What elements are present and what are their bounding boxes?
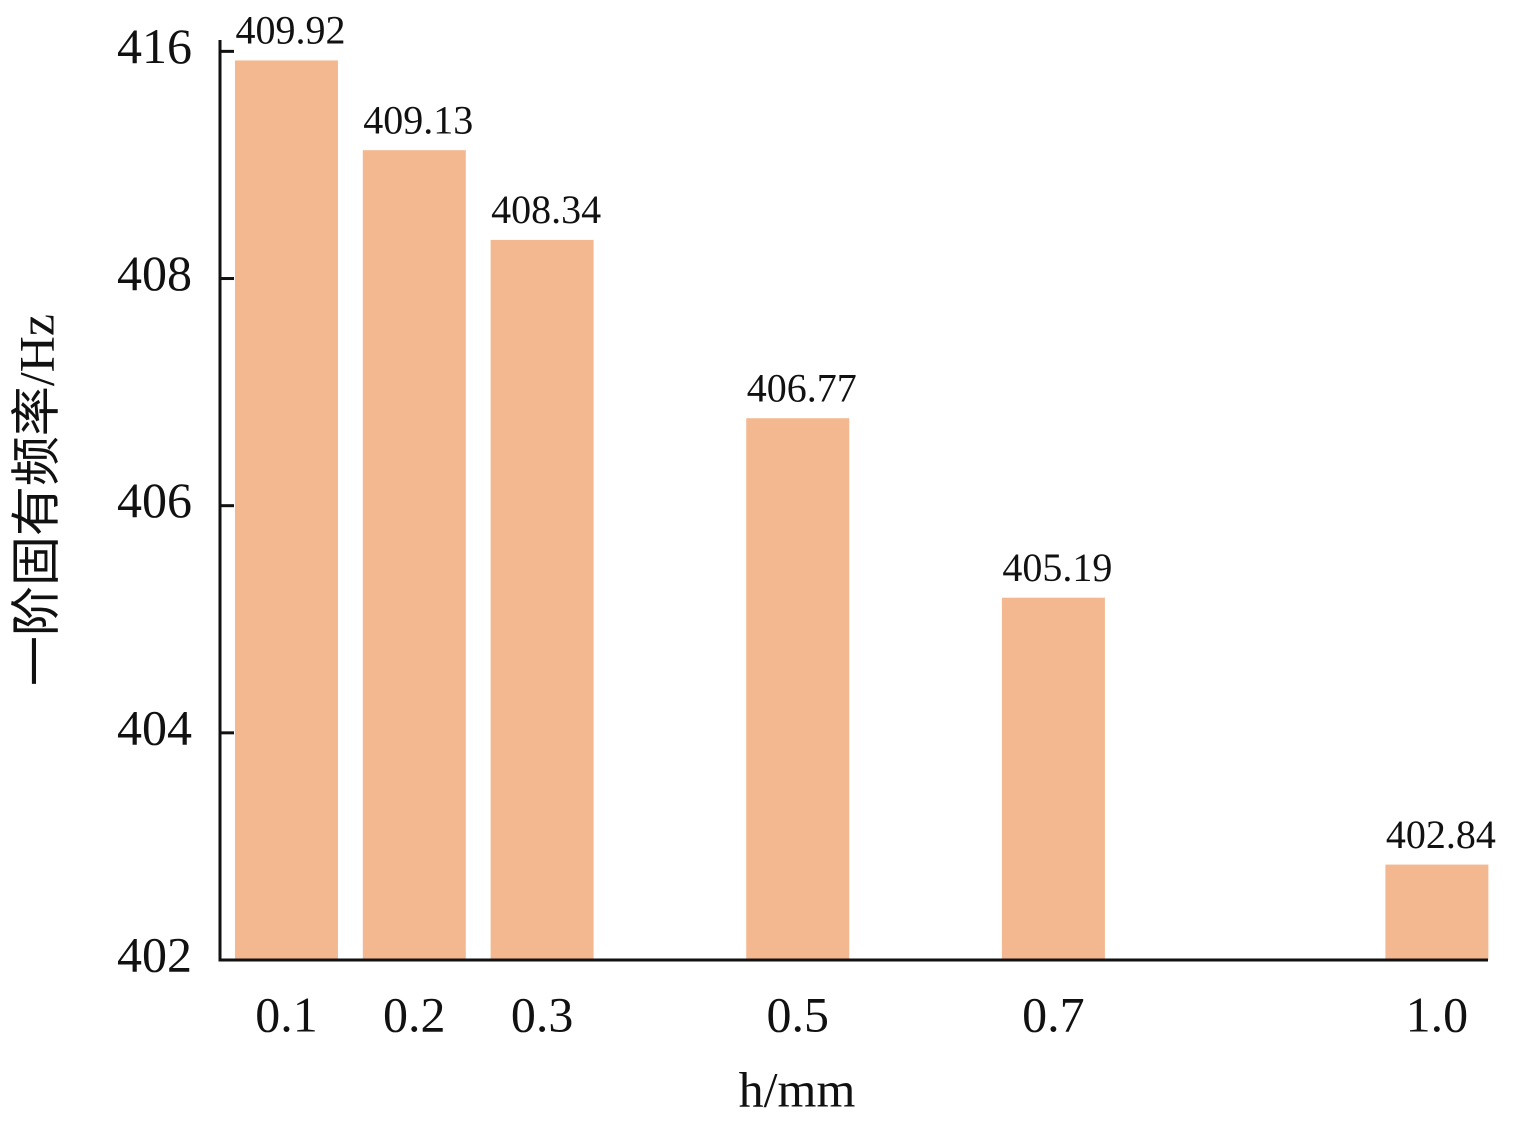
bar (234, 60, 338, 960)
data-label: 405.19 (1002, 545, 1112, 590)
y-tick-label: 408 (117, 245, 192, 301)
data-label: 408.34 (491, 187, 601, 232)
bar (1385, 864, 1489, 960)
x-tick-label: 0.2 (383, 986, 446, 1042)
data-label: 406.77 (747, 365, 857, 410)
y-tick-label: 406 (117, 472, 192, 528)
x-tick-label: 0.5 (767, 986, 830, 1042)
y-tick-label: 404 (117, 699, 192, 755)
data-label: 409.13 (363, 97, 473, 142)
y-tick-label: 402 (117, 926, 192, 982)
x-tick-label: 1.0 (1406, 986, 1469, 1042)
bar (490, 239, 594, 960)
x-tick-label: 0.3 (511, 986, 574, 1042)
x-tick-label: 0.7 (1022, 986, 1085, 1042)
y-axis-label: 一阶固有频率/Hz (8, 314, 64, 686)
y-tick-label: 416 (117, 18, 192, 74)
bar (746, 418, 850, 960)
bar (362, 150, 466, 960)
data-label: 402.84 (1386, 812, 1496, 857)
x-axis-label: h/mm (739, 1061, 856, 1117)
bar (1001, 597, 1105, 960)
data-label: 409.92 (235, 8, 345, 53)
x-tick-label: 0.1 (255, 986, 318, 1042)
